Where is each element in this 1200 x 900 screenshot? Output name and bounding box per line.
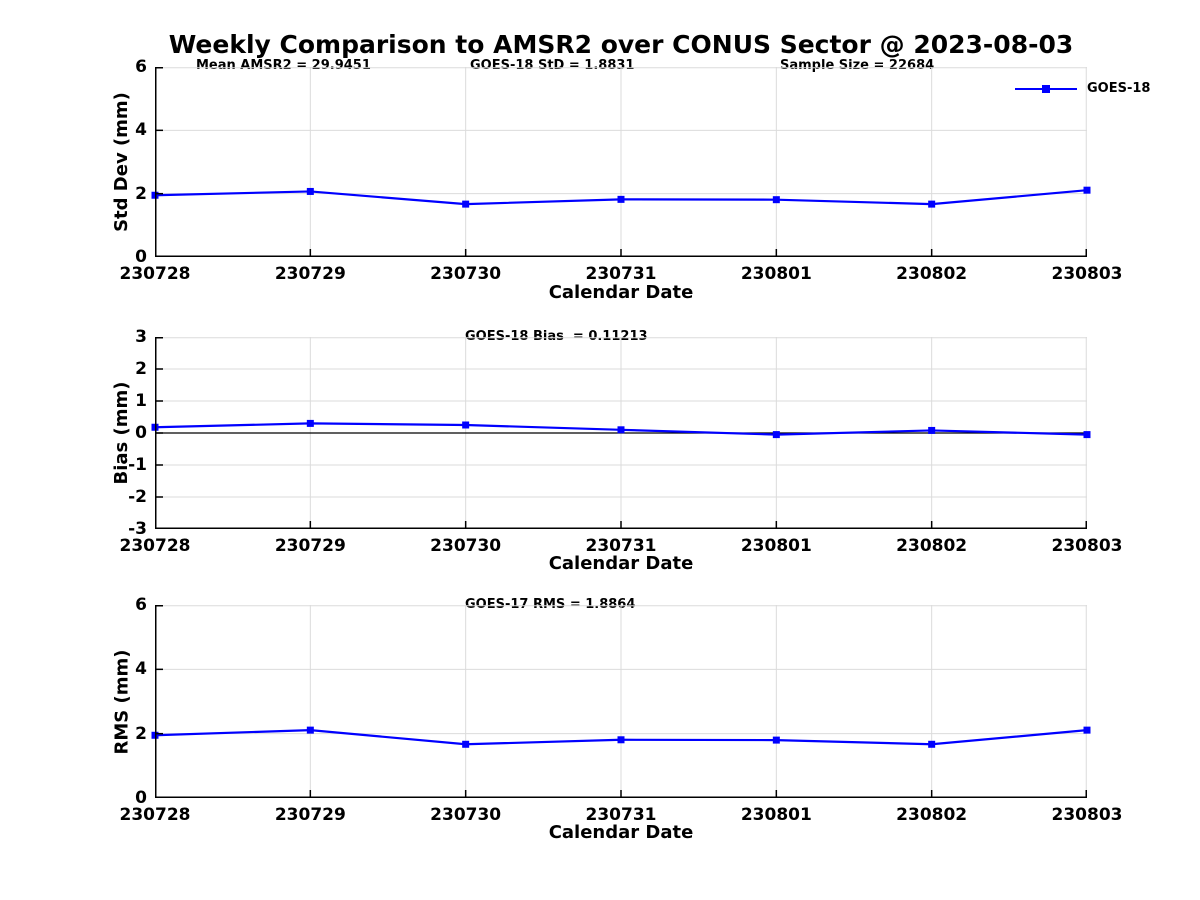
legend-line-sample — [1015, 85, 1077, 93]
x-tick-label: 230730 — [430, 536, 502, 556]
plot-area-rms — [151, 605, 1091, 798]
legend-label: GOES-18 — [1087, 81, 1151, 96]
annotation-sample-size: Sample Size = 22684 — [780, 58, 935, 73]
data-point-marker — [306, 726, 314, 734]
annotation-goes18-std: GOES-18 StD = 1.8831 — [470, 58, 635, 73]
legend: GOES-18 — [1015, 81, 1150, 97]
x-tick-label: 230731 — [585, 805, 657, 825]
data-point-marker — [306, 187, 314, 195]
x-tick-label: 230801 — [740, 264, 812, 284]
legend-square-marker-icon — [1042, 85, 1050, 93]
x-tick-label: 230803 — [1051, 536, 1123, 556]
data-point-marker — [462, 740, 470, 748]
x-tick-label: 230802 — [896, 805, 968, 825]
y-tick-label: 6 — [135, 595, 147, 615]
x-tick-label: 230728 — [119, 805, 191, 825]
x-tick-label: 230803 — [1051, 805, 1123, 825]
y-tick-label: 2 — [135, 723, 147, 744]
y-tick-label: 1 — [135, 391, 147, 411]
annotation-mean-amsr2: Mean AMSR2 = 29.9451 — [196, 58, 371, 73]
y-tick-label: -2 — [128, 487, 147, 507]
y-tick-label: 0 — [135, 247, 147, 267]
figure-title: Weekly Comparison to AMSR2 over CONUS Se… — [168, 30, 1074, 59]
data-point-marker — [462, 421, 470, 429]
plot-area-std-dev — [151, 67, 1091, 257]
data-point-marker — [462, 200, 470, 208]
y-tick-label: 3 — [135, 327, 147, 347]
x-tick-label: 230730 — [430, 805, 502, 825]
data-point-marker — [928, 740, 936, 748]
annotation-goes18-bias: GOES-18 Bias = 0.11213 — [465, 329, 648, 344]
x-axis-label-2: Calendar Date — [548, 553, 694, 574]
data-point-marker — [928, 426, 936, 434]
data-point-marker — [772, 196, 780, 204]
data-point-marker — [617, 736, 625, 744]
y-tick-label: 4 — [135, 659, 147, 680]
y-tick-label: 2 — [135, 183, 147, 204]
y-tick-label: 2 — [135, 359, 147, 379]
x-axis-label-1: Calendar Date — [548, 282, 694, 303]
data-point-marker — [772, 431, 780, 439]
data-point-marker — [617, 195, 625, 203]
x-tick-label: 230729 — [274, 264, 346, 284]
data-point-marker — [1083, 186, 1091, 194]
x-axis-label-3: Calendar Date — [548, 822, 694, 843]
annotation-goes17-rms: GOES-17 RMS = 1.8864 — [465, 597, 636, 612]
data-point-marker — [1083, 431, 1091, 439]
y-tick-label: -3 — [128, 519, 147, 539]
data-point-marker — [617, 426, 625, 434]
x-tick-label: 230731 — [585, 264, 657, 284]
y-tick-label: 0 — [135, 423, 147, 443]
x-tick-label: 230801 — [740, 536, 812, 556]
x-tick-label: 230728 — [119, 536, 191, 556]
y-tick-label: 0 — [135, 788, 147, 808]
y-tick-label: 6 — [135, 57, 147, 77]
plot-area-bias — [151, 337, 1091, 529]
x-tick-label: 230802 — [896, 264, 968, 284]
x-tick-label: 230802 — [896, 536, 968, 556]
data-point-marker — [1083, 726, 1091, 734]
x-tick-label: 230728 — [119, 264, 191, 284]
x-tick-label: 230729 — [274, 805, 346, 825]
x-tick-label: 230801 — [740, 805, 812, 825]
x-tick-label: 230731 — [585, 536, 657, 556]
data-point-marker — [928, 200, 936, 208]
y-axis-label-std-dev: Std Dev (mm) — [111, 92, 132, 232]
data-point-marker — [306, 419, 314, 427]
x-tick-label: 230729 — [274, 536, 346, 556]
data-point-marker — [772, 736, 780, 744]
y-tick-label: -1 — [128, 455, 147, 475]
x-tick-label: 230730 — [430, 264, 502, 284]
y-axis-label-rms: RMS (mm) — [111, 649, 133, 755]
y-tick-label: 4 — [135, 120, 147, 141]
x-tick-label: 230803 — [1051, 264, 1123, 284]
